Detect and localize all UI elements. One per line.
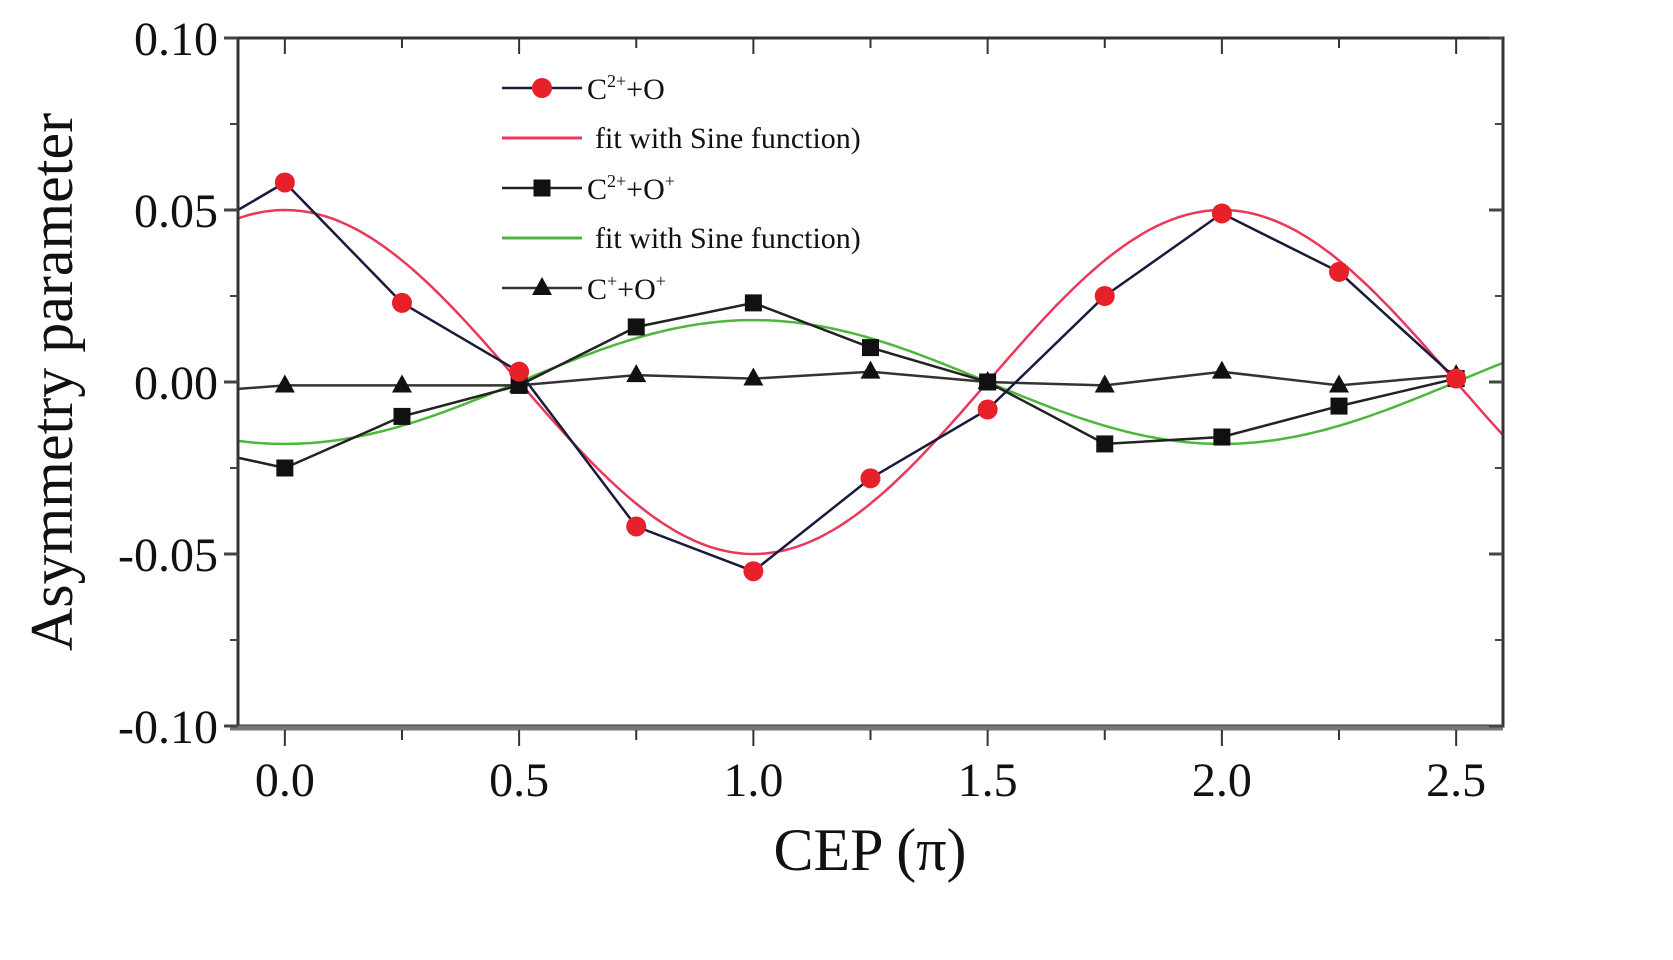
legend: C2++O fit with Sine function) C2++O+ fit wi…: [502, 71, 861, 306]
legend-marker: [532, 277, 552, 295]
data-point: [862, 339, 879, 357]
data-point: [1330, 397, 1348, 415]
data-point: [860, 360, 881, 379]
x-tick-label: 1.5: [958, 754, 1018, 807]
legend-item: C2++O: [502, 71, 665, 106]
data-point: [1213, 428, 1231, 446]
series-line: [238, 301, 1457, 470]
y-tick-label: 0.05: [134, 185, 218, 238]
series-line: [238, 180, 1457, 573]
series-line: [238, 370, 1457, 391]
legend-item: fit with Sine function): [502, 222, 861, 255]
data-point: [744, 294, 762, 312]
legend-item: C++O+: [502, 271, 666, 306]
axes: 0.0 0.5 1.0 1.5 2.0 2.5 0.10 0.05 0.00 -0.05 -0.10: [118, 13, 1505, 807]
fit-curve-0: [238, 208, 1503, 556]
data-point: [1446, 368, 1467, 389]
data-point: [1329, 374, 1350, 393]
legend-marker: [533, 179, 551, 197]
data-point: [743, 561, 764, 582]
series-square: [238, 294, 1465, 477]
series-circle: [238, 172, 1467, 582]
data-point: [1211, 360, 1232, 379]
legend-item: fit with Sine function): [502, 122, 861, 155]
y-axis-title: Asymmetry parameter: [19, 113, 85, 651]
data-point: [391, 374, 412, 393]
data-point: [743, 367, 764, 386]
legend-label: fit with Sine function): [595, 122, 861, 155]
data-point: [509, 361, 530, 382]
fit-curves: [238, 208, 1503, 556]
x-tick-label: 0.5: [489, 754, 549, 807]
data-point: [860, 468, 881, 489]
data-point: [274, 172, 295, 193]
data-point: [979, 373, 997, 391]
y-tick-label: -0.05: [118, 529, 218, 582]
data-point: [1096, 435, 1114, 453]
data-point: [1211, 203, 1232, 224]
legend-label: C2++O: [587, 71, 665, 106]
y-tick-label: 0.00: [134, 357, 218, 410]
x-tick-label: 2.5: [1426, 754, 1486, 807]
data-series: [238, 172, 1467, 582]
data-point: [393, 407, 411, 425]
data-point: [391, 292, 412, 313]
data-point: [977, 399, 998, 420]
x-tick-label: 1.0: [723, 754, 783, 807]
legend-label: fit with Sine function): [595, 222, 861, 255]
y-tick-label: -0.10: [118, 701, 218, 754]
x-axis-title: CEP (π): [773, 817, 966, 883]
legend-label: C2++O+: [587, 171, 675, 206]
data-point: [626, 364, 647, 383]
legend-label: C++O+: [587, 271, 666, 306]
y-tick-label: 0.10: [134, 13, 218, 66]
data-point: [626, 516, 647, 537]
legend-item: C2++O+: [502, 171, 675, 206]
x-tick-label: 0.0: [255, 754, 315, 807]
fit-curve-1: [238, 318, 1503, 446]
data-point: [276, 459, 294, 477]
data-point: [1329, 261, 1350, 282]
data-point: [510, 376, 528, 394]
legend-marker: [532, 78, 552, 98]
data-point: [1094, 374, 1115, 393]
data-point: [627, 318, 645, 336]
data-point: [1094, 286, 1115, 306]
x-tick-label: 2.0: [1192, 754, 1252, 807]
series-triangle: [238, 360, 1467, 393]
data-point: [274, 374, 295, 393]
